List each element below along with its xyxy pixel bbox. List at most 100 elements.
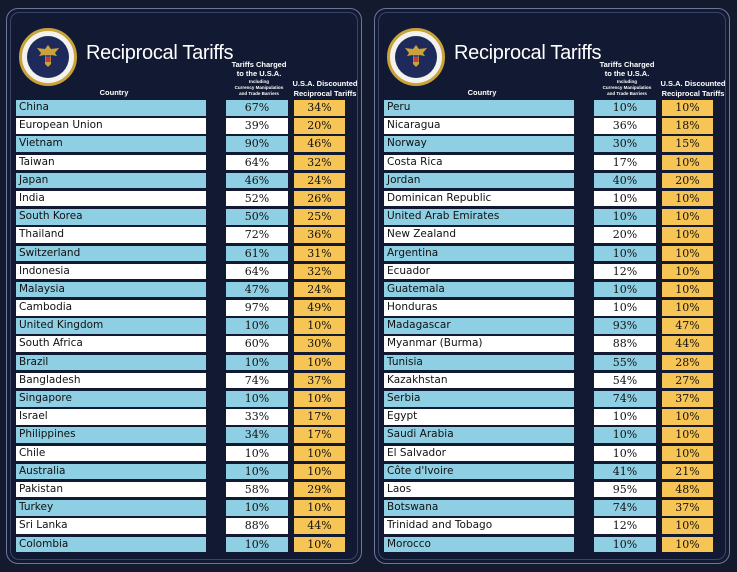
tariff-charged-cell: 93% bbox=[594, 318, 656, 334]
discounted-tariff-cell: 37% bbox=[294, 372, 345, 389]
country-cell: Chile bbox=[16, 445, 206, 462]
discounted-tariff-cell: 10% bbox=[662, 427, 713, 443]
country-cell: South Africa bbox=[16, 336, 206, 352]
table-row: Australia 10% 10% bbox=[7, 463, 361, 482]
discounted-tariff-cell: 10% bbox=[294, 391, 345, 407]
discounted-tariff-cell: 17% bbox=[294, 409, 345, 425]
table-row: Japan 46% 24% bbox=[7, 172, 361, 191]
tariff-charged-cell: 10% bbox=[226, 463, 288, 480]
discounted-tariff-cell: 10% bbox=[294, 445, 345, 462]
country-cell: Japan bbox=[16, 172, 206, 189]
discounted-tariff-cell: 17% bbox=[294, 427, 345, 443]
country-cell: Peru bbox=[384, 100, 574, 116]
tariff-charged-cell: 20% bbox=[594, 227, 656, 243]
discounted-tariff-cell: 10% bbox=[294, 463, 345, 480]
discounted-tariff-cell: 36% bbox=[294, 227, 345, 243]
table-row: Saudi Arabia 10% 10% bbox=[375, 427, 729, 445]
table-row: Turkey 10% 10% bbox=[7, 500, 361, 518]
country-cell: Jordan bbox=[384, 172, 574, 189]
tariff-charged-cell: 10% bbox=[226, 500, 288, 516]
country-cell: Ecuador bbox=[384, 263, 574, 280]
country-cell: Trinidad and Tobago bbox=[384, 518, 574, 534]
table-row: Pakistan 58% 29% bbox=[7, 481, 361, 500]
country-cell: New Zealand bbox=[384, 227, 574, 243]
tariff-charged-cell: 10% bbox=[594, 100, 656, 116]
discounted-tariff-cell: 10% bbox=[662, 445, 713, 462]
discounted-tariff-cell: 49% bbox=[294, 300, 345, 316]
table-row: Israel 33% 17% bbox=[7, 409, 361, 427]
table-row: Guatemala 10% 10% bbox=[375, 281, 729, 300]
tariff-charged-cell: 74% bbox=[594, 391, 656, 407]
table-row: Philippines 34% 17% bbox=[7, 427, 361, 445]
tariff-board-left: Reciprocal Tariffs Country Tariffs Charg… bbox=[6, 8, 362, 564]
tariff-charged-cell: 97% bbox=[226, 300, 288, 316]
discounted-tariff-cell: 25% bbox=[294, 209, 345, 225]
table-row: Madagascar 93% 47% bbox=[375, 318, 729, 336]
discounted-tariff-cell: 32% bbox=[294, 263, 345, 280]
country-cell: Costa Rica bbox=[384, 154, 574, 171]
tariff-charged-cell: 50% bbox=[226, 209, 288, 225]
discounted-tariff-cell: 10% bbox=[294, 318, 345, 334]
country-cell: Malaysia bbox=[16, 281, 206, 298]
country-cell: Honduras bbox=[384, 300, 574, 316]
country-cell: Pakistan bbox=[16, 481, 206, 498]
table-row: Jordan 40% 20% bbox=[375, 172, 729, 191]
header-country: Country bbox=[99, 88, 129, 97]
country-cell: Kazakhstan bbox=[384, 372, 574, 389]
discounted-tariff-cell: 37% bbox=[662, 391, 713, 407]
discounted-tariff-cell: 15% bbox=[662, 136, 713, 152]
discounted-tariff-cell: 28% bbox=[662, 354, 713, 371]
country-cell: Guatemala bbox=[384, 281, 574, 298]
discounted-tariff-cell: 24% bbox=[294, 281, 345, 298]
header-tariffs-charged: Tariffs Charged to the U.S.A. Including … bbox=[599, 60, 655, 96]
header-discounted-tariffs: U.S.A. Discounted Reciprocal Tariffs bbox=[660, 79, 726, 98]
country-cell: Nicaragua bbox=[384, 118, 574, 134]
tariff-charged-cell: 67% bbox=[226, 100, 288, 116]
tariff-charged-cell: 55% bbox=[594, 354, 656, 371]
table-row: Dominican Republic 10% 10% bbox=[375, 190, 729, 209]
table-row: India 52% 26% bbox=[7, 190, 361, 209]
tariff-charged-cell: 40% bbox=[594, 172, 656, 189]
presidential-seal-icon bbox=[19, 28, 77, 86]
discounted-tariff-cell: 30% bbox=[294, 336, 345, 352]
country-cell: Egypt bbox=[384, 409, 574, 425]
table-row: Taiwan 64% 32% bbox=[7, 154, 361, 173]
tariff-charged-cell: 74% bbox=[594, 500, 656, 516]
table-row: Trinidad and Tobago 12% 10% bbox=[375, 518, 729, 536]
board-title: Reciprocal Tariffs bbox=[86, 42, 234, 64]
table-row: Serbia 74% 37% bbox=[375, 391, 729, 409]
tariff-charged-cell: 90% bbox=[226, 136, 288, 152]
header-tariffs-charged: Tariffs Charged to the U.S.A. Including … bbox=[231, 60, 287, 96]
board-title: Reciprocal Tariffs bbox=[454, 42, 602, 64]
discounted-tariff-cell: 10% bbox=[662, 209, 713, 225]
discounted-tariff-cell: 21% bbox=[662, 463, 713, 480]
discounted-tariff-cell: 31% bbox=[294, 245, 345, 261]
table-row: El Salvador 10% 10% bbox=[375, 445, 729, 464]
country-cell: Botswana bbox=[384, 500, 574, 516]
table-row: Egypt 10% 10% bbox=[375, 409, 729, 427]
tariff-charged-cell: 10% bbox=[594, 427, 656, 443]
discounted-tariff-cell: 24% bbox=[294, 172, 345, 189]
tariff-charged-cell: 95% bbox=[594, 481, 656, 498]
tariff-charged-cell: 54% bbox=[594, 372, 656, 389]
tariff-charged-cell: 10% bbox=[594, 300, 656, 316]
tariff-charged-cell: 46% bbox=[226, 172, 288, 189]
table-row: Argentina 10% 10% bbox=[375, 245, 729, 264]
country-cell: Vietnam bbox=[16, 136, 206, 152]
country-cell: Israel bbox=[16, 409, 206, 425]
tariff-charged-cell: 47% bbox=[226, 281, 288, 298]
discounted-tariff-cell: 10% bbox=[294, 354, 345, 371]
country-cell: United Kingdom bbox=[16, 318, 206, 334]
table-row: Laos 95% 48% bbox=[375, 481, 729, 500]
table-row: Bangladesh 74% 37% bbox=[7, 372, 361, 391]
tariff-rows: China 67% 34% European Union 39% 20% Vietnam 90… bbox=[7, 100, 361, 555]
country-cell: Norway bbox=[384, 136, 574, 152]
country-cell: Côte d'Ivoire bbox=[384, 463, 574, 480]
country-cell: El Salvador bbox=[384, 445, 574, 462]
table-row: Peru 10% 10% bbox=[375, 100, 729, 118]
table-row: Honduras 10% 10% bbox=[375, 300, 729, 318]
header-country: Country bbox=[467, 88, 497, 97]
discounted-tariff-cell: 10% bbox=[662, 100, 713, 116]
table-row: Switzerland 61% 31% bbox=[7, 245, 361, 264]
table-row: Botswana 74% 37% bbox=[375, 500, 729, 518]
